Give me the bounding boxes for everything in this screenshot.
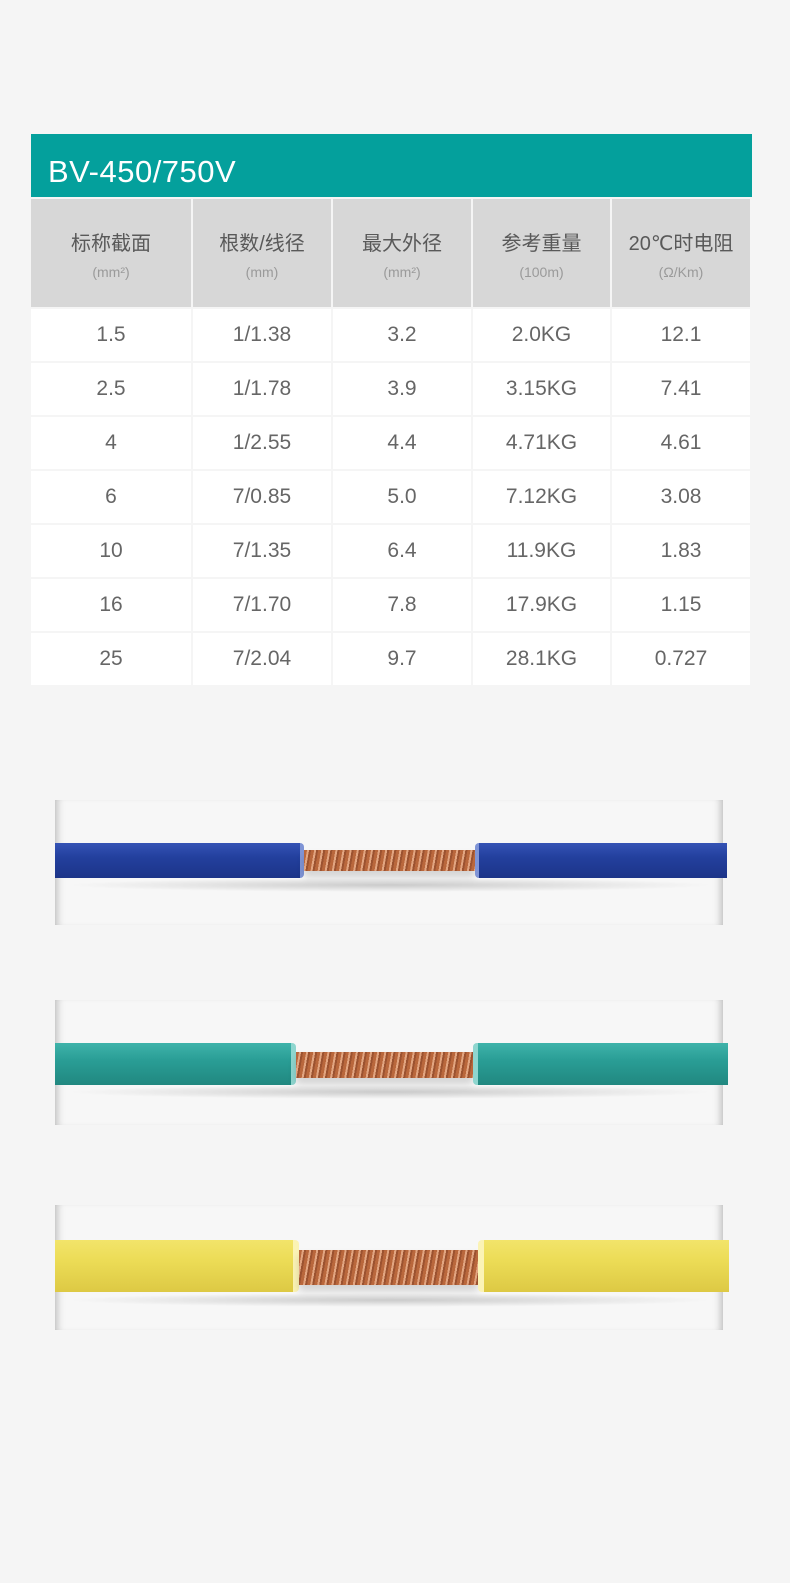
table-cell: 3.15KG (473, 363, 610, 415)
table-row: 6 7/0.85 5.0 7.12KG 3.08 (31, 471, 750, 523)
header-unit: (mm²) (383, 263, 421, 280)
header-label: 标称截面 (71, 232, 151, 255)
table-cell: 12.1 (612, 309, 750, 361)
header-cell: 参考重量 (100m) (473, 199, 610, 307)
table-cell: 2.0KG (473, 309, 610, 361)
table-cell: 10 (31, 525, 191, 577)
header-unit: (mm) (245, 263, 279, 280)
header-cell: 标称截面 (mm²) (31, 199, 191, 307)
blue-wire-image (55, 800, 727, 925)
header-label: 最大外径 (362, 232, 442, 255)
table-cell: 11.9KG (473, 525, 610, 577)
table-cell: 9.7 (333, 633, 471, 685)
table-cell: 4.4 (333, 417, 471, 469)
table-cell: 7.12KG (473, 471, 610, 523)
table-row: 10 7/1.35 6.4 11.9KG 1.83 (31, 525, 750, 577)
product-title: BV-450/750V (48, 154, 237, 189)
table-cell: 28.1KG (473, 633, 610, 685)
table-cell: 4 (31, 417, 191, 469)
header-cell: 根数/线径 (mm) (193, 199, 331, 307)
table-row: 4 1/2.55 4.4 4.71KG 4.61 (31, 417, 750, 469)
table-cell: 4.71KG (473, 417, 610, 469)
table-cell: 1.15 (612, 579, 750, 631)
wire-jacket-right (478, 1240, 729, 1292)
table-cell: 4.61 (612, 417, 750, 469)
table-row: 2.5 1/1.78 3.9 3.15KG 7.41 (31, 363, 750, 415)
table-cell: 3.2 (333, 309, 471, 361)
wire-jacket-right (475, 843, 727, 878)
table-cell: 0.727 (612, 633, 750, 685)
table-cell: 7/1.70 (193, 579, 331, 631)
teal-wire-image (55, 1000, 728, 1125)
wire-jacket-right (473, 1043, 728, 1085)
table-cell: 7/1.35 (193, 525, 331, 577)
header-unit: (mm²) (92, 263, 130, 280)
header-cell: 20℃时电阻 (Ω/Km) (612, 199, 750, 307)
header-unit: (100m) (519, 263, 564, 280)
title-bar: BV-450/750V (31, 134, 752, 197)
table-cell: 7/0.85 (193, 471, 331, 523)
table-cell: 17.9KG (473, 579, 610, 631)
header-cell: 最大外径 (mm²) (333, 199, 471, 307)
copper-conductor (299, 1250, 478, 1285)
table-cell: 3.9 (333, 363, 471, 415)
table-cell: 1/1.78 (193, 363, 331, 415)
table-cell: 6.4 (333, 525, 471, 577)
table-cell: 3.08 (612, 471, 750, 523)
table-cell: 7/2.04 (193, 633, 331, 685)
spec-table: 标称截面 (mm²) 根数/线径 (mm) 最大外径 (mm²) 参考重量 (100m)… (29, 197, 752, 687)
header-label: 参考重量 (501, 232, 582, 255)
table-cell: 5.0 (333, 471, 471, 523)
table-row: 16 7/1.70 7.8 17.9KG 1.15 (31, 579, 750, 631)
table-row: 1.5 1/1.38 3.2 2.0KG 12.1 (31, 309, 750, 361)
wire-jacket-left (55, 1240, 299, 1292)
copper-conductor (304, 850, 475, 871)
header-label: 20℃时电阻 (628, 232, 734, 255)
wire-jacket-left (55, 1043, 296, 1085)
table-cell: 6 (31, 471, 191, 523)
yellow-wire-image (55, 1205, 729, 1330)
wire-jacket-left (55, 843, 304, 878)
table-row: 25 7/2.04 9.7 28.1KG 0.727 (31, 633, 750, 685)
table-cell: 1.83 (612, 525, 750, 577)
table-cell: 25 (31, 633, 191, 685)
header-unit: (Ω/Km) (658, 263, 704, 280)
table-cell: 1/1.38 (193, 309, 331, 361)
copper-conductor (296, 1052, 473, 1078)
table-cell: 7.41 (612, 363, 750, 415)
table-cell: 7.8 (333, 579, 471, 631)
table-cell: 1/2.55 (193, 417, 331, 469)
table-header-row: 标称截面 (mm²) 根数/线径 (mm) 最大外径 (mm²) 参考重量 (100m)… (31, 199, 750, 307)
header-label: 根数/线径 (219, 232, 305, 255)
table-cell: 2.5 (31, 363, 191, 415)
table-cell: 16 (31, 579, 191, 631)
table-cell: 1.5 (31, 309, 191, 361)
